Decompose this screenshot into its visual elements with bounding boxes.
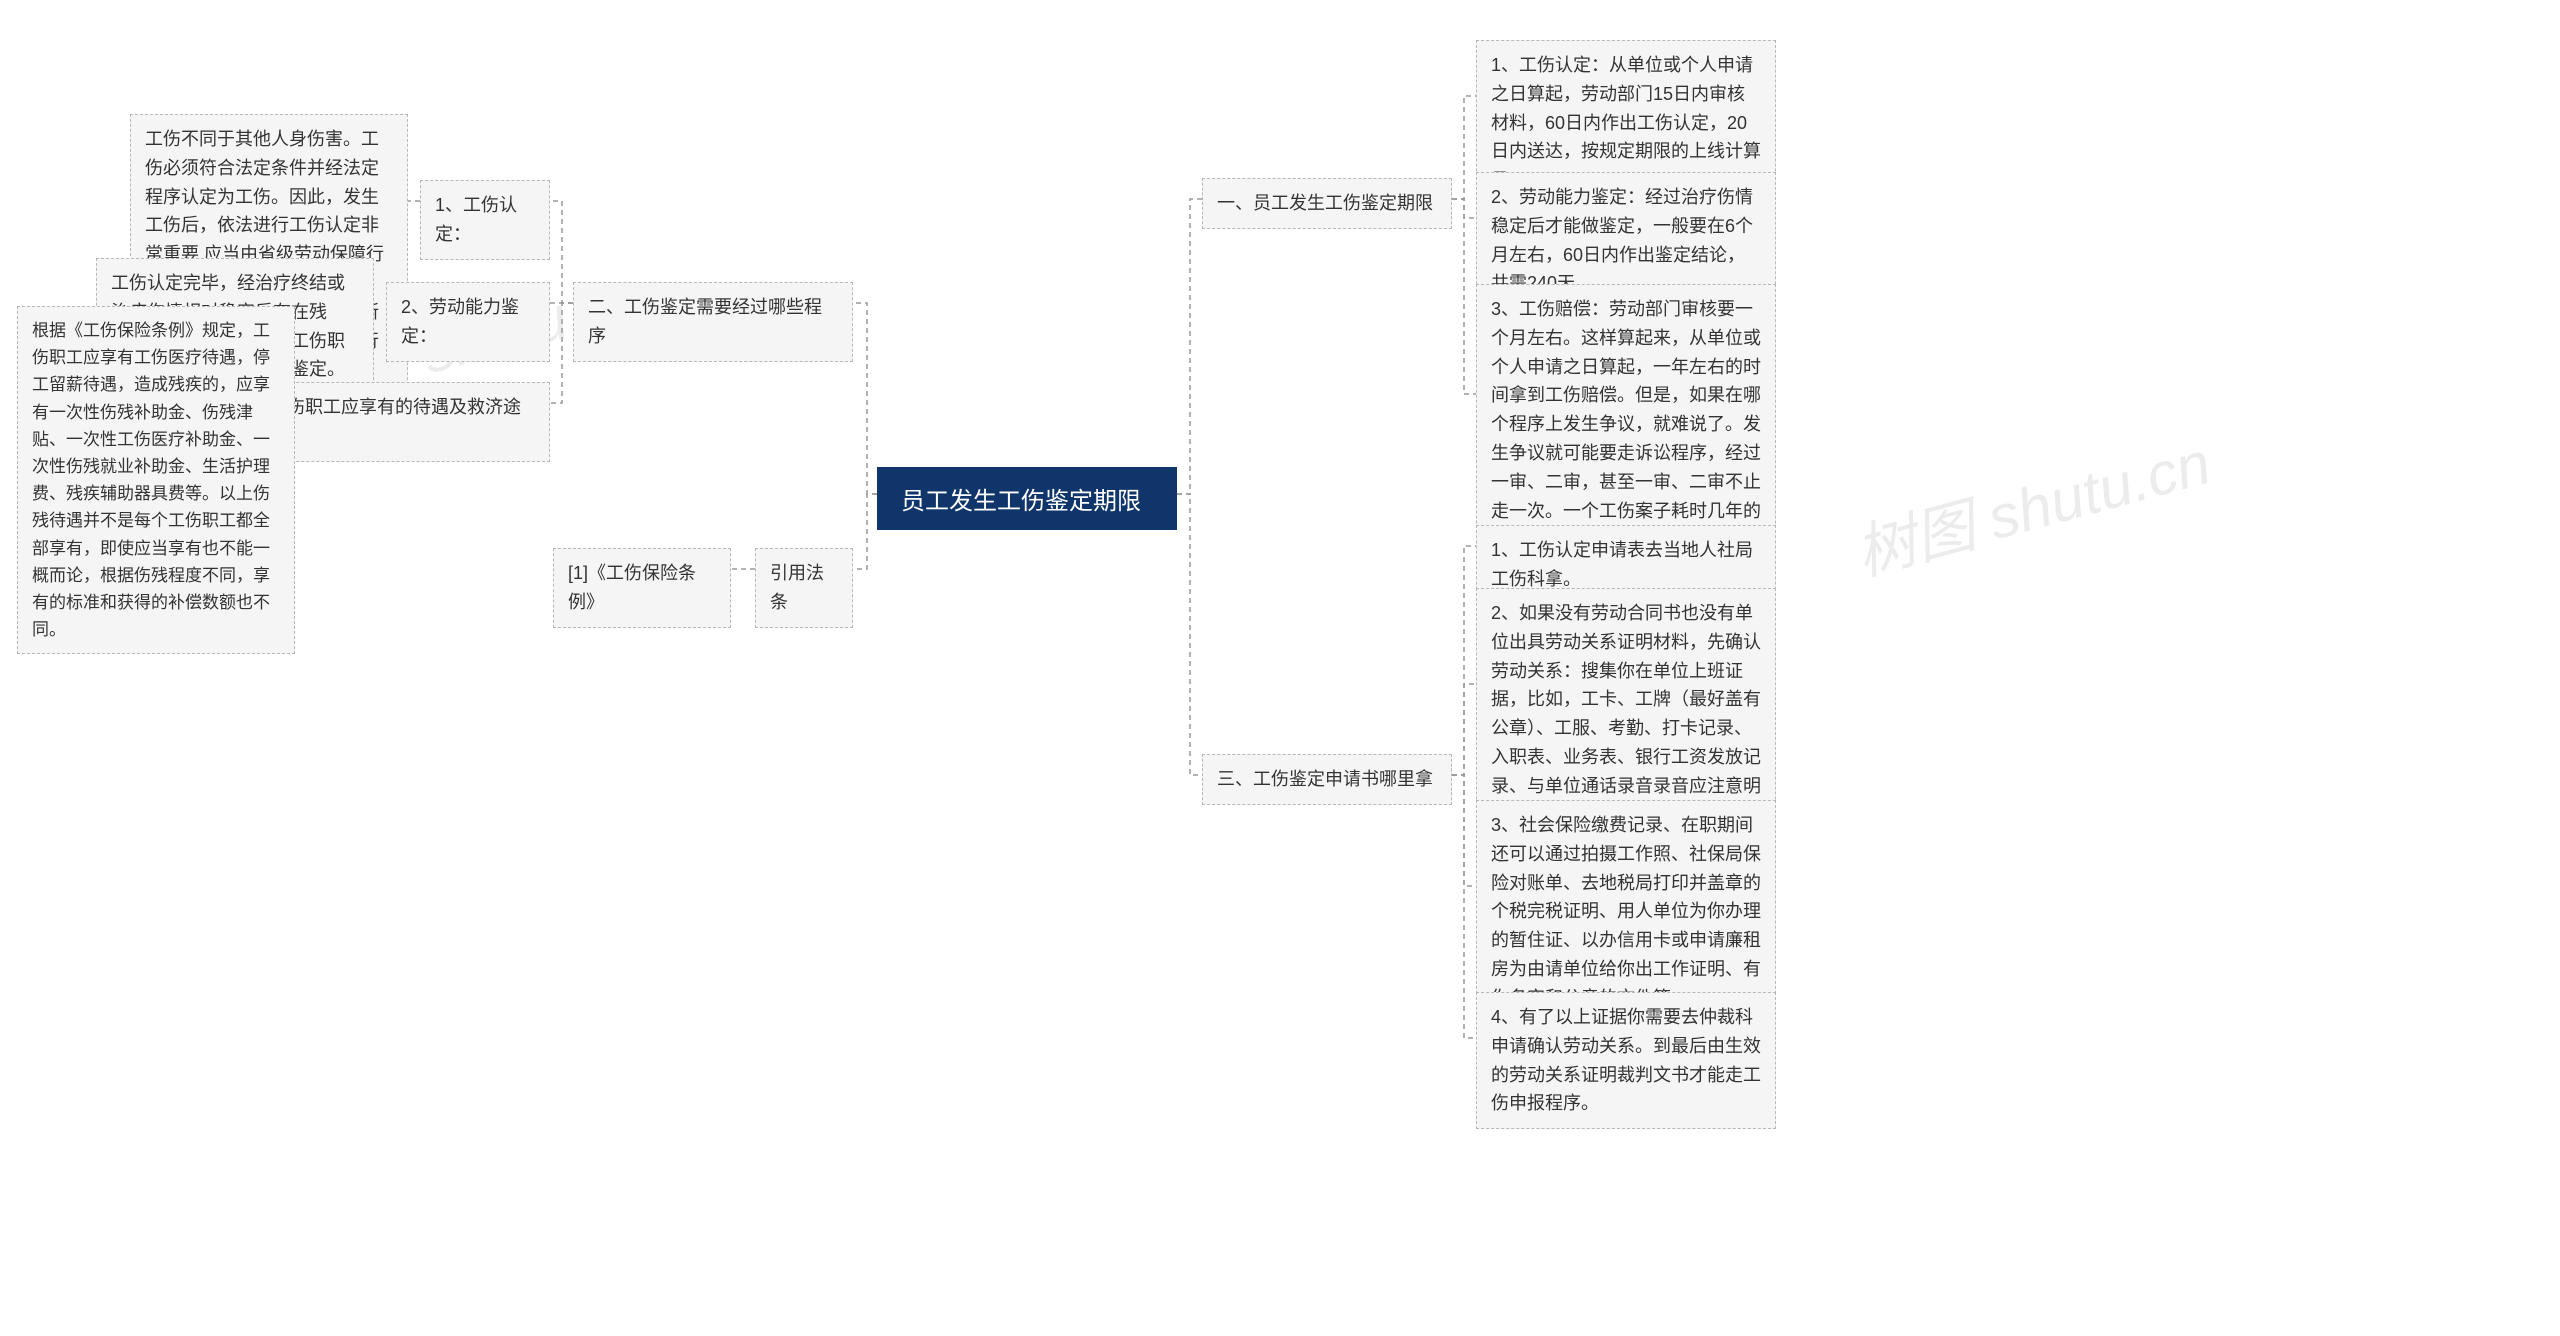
branch-node-law: 引用法条 <box>755 548 853 628</box>
root-node: 员工发生工伤鉴定期限 <box>877 467 1177 530</box>
branch-node-application: 三、工伤鉴定申请书哪里拿 <box>1202 754 1452 805</box>
sub-node-identification: 1、工伤认定： <box>420 180 550 260</box>
detail-app-3: 3、社会保险缴费记录、在职期间还可以通过拍摄工作照、社保局保险对账单、去地税局打… <box>1476 800 1776 1024</box>
detail-app-4: 4、有了以上证据你需要去仲裁科申请确认劳动关系。到最后由生效的劳动关系证明裁判文… <box>1476 992 1776 1129</box>
branch-node-period: 一、员工发生工伤鉴定期限 <box>1202 178 1452 229</box>
watermark: 树图 shutu.cn <box>1845 414 2219 592</box>
sub-node-law-ref: [1]《工伤保险条例》 <box>553 548 731 628</box>
sub-node-ability: 2、劳动能力鉴定： <box>386 282 550 362</box>
branch-node-procedures: 二、工伤鉴定需要经过哪些程序 <box>573 282 853 362</box>
detail-treatment: 根据《工伤保险条例》规定，工伤职工应享有工伤医疗待遇，停工留薪待遇，造成残疾的，… <box>17 306 295 654</box>
